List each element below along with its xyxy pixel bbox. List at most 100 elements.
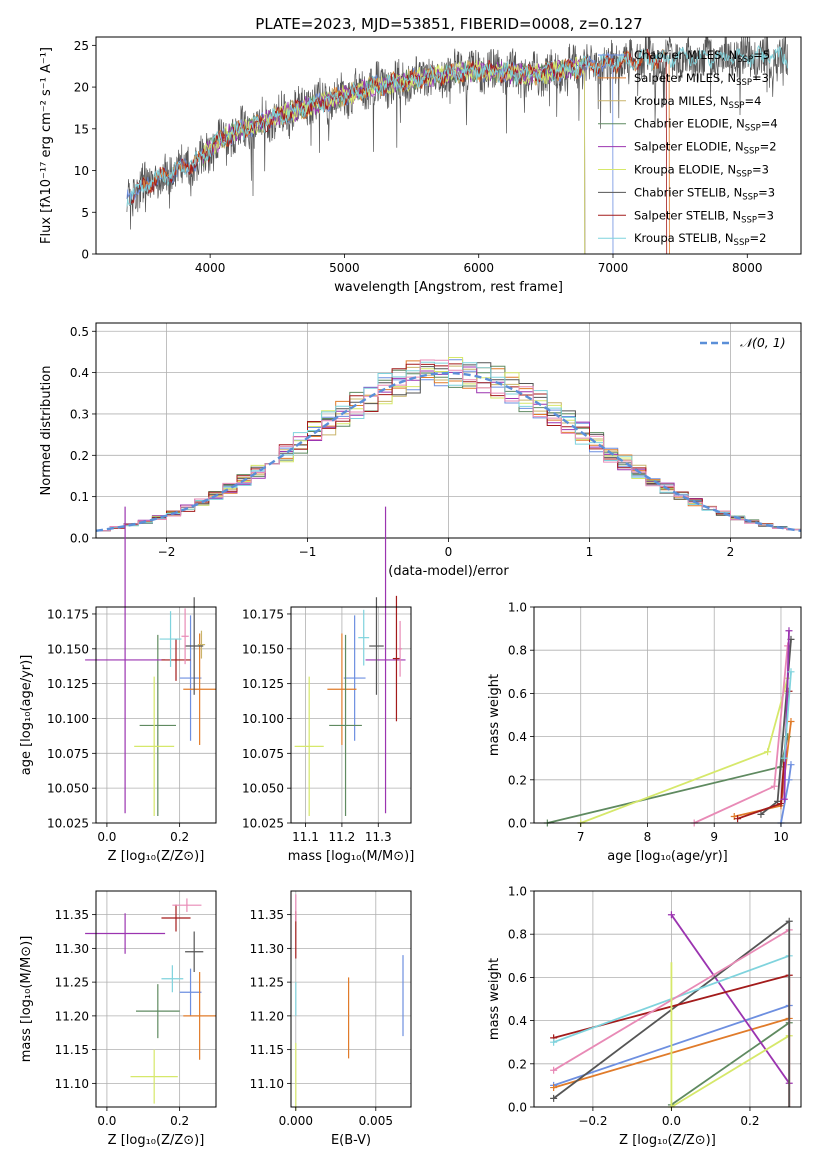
age_vs_mass-ytick-label: 10.050 — [242, 782, 284, 796]
residuals-ytick-label: 0.3 — [70, 407, 89, 421]
mass_vs_ebv-ytick-label: 11.30 — [250, 942, 284, 956]
weight_vs_Z-point-marker — [550, 1094, 558, 1102]
mass_vs_Z-ylabel: mass [log₁₀(M/M⊙)] — [19, 936, 34, 1063]
mass_vs_Z-ytick-label: 11.20 — [55, 1009, 89, 1023]
residuals-ytick-label: 0.5 — [70, 325, 89, 339]
age_vs_Z-panel: 0.0 0.2 10.025 10.050 10.075 10.100 10.125 10.1… — [19, 506, 217, 864]
weight_vs_age-point-marker — [770, 782, 778, 790]
residual-histogram — [96, 359, 801, 532]
spectrum-xtick-label: 5000 — [329, 261, 360, 275]
weight_vs_age-point-marker — [780, 754, 788, 762]
age_vs_Z-ytick-label: 10.025 — [47, 817, 89, 831]
residuals-xtick-label: 0 — [445, 545, 453, 559]
mass_vs_Z-xtick-label: 0.2 — [170, 1114, 189, 1128]
age_vs_mass-frame — [290, 606, 412, 824]
spectrum-legend-label: Kroupa ELODIE, NSSP=3 — [634, 163, 769, 180]
weight_vs_age-panel: 7 8 9 10 0.0 0.2 0.4 0.6 0.8 1.0 age [log₁₀(age/yr… — [487, 601, 802, 864]
weight_vs_Z-ytick-label: 0.2 — [508, 1057, 527, 1071]
spectrum-legend-label: Chabrier ELODIE, NSSP=4 — [634, 117, 778, 134]
weight_vs_Z-frame — [533, 890, 802, 1108]
age_vs_mass-ytick-label: 10.125 — [242, 677, 284, 691]
age_vs_mass-ytick-label: 10.100 — [242, 712, 284, 726]
weight_vs_Z-xtick-label: 0.0 — [662, 1114, 681, 1128]
residuals-plot-area — [95, 357, 802, 532]
mass_vs_ebv-ytick-label: 11.35 — [250, 908, 284, 922]
mass_vs_ebv-ytick-label: 11.10 — [250, 1077, 284, 1091]
residuals-xlabel: (data-model)/error — [388, 564, 509, 579]
weight_vs_age-point-marker — [764, 748, 772, 756]
weight_vs_age-series-line — [693, 645, 789, 824]
weight_vs_Z-xtick-label: 0.2 — [740, 1114, 759, 1128]
mass_vs_Z-frame — [95, 890, 217, 1108]
weight_vs_age-point-marker — [734, 815, 742, 823]
weight_vs_Z-plot-area — [550, 911, 793, 1111]
age_vs_Z-ytick-label: 10.175 — [47, 607, 89, 621]
weight_vs_age-ytick-label: 1.0 — [508, 601, 527, 615]
age_vs_Z-frame — [95, 606, 217, 824]
mass_vs_Z-panel: 0.0 0.2 11.10 11.15 11.20 11.25 11.30 11.35 Z [l… — [19, 890, 217, 1148]
age_vs_Z-plot-area — [85, 506, 216, 817]
residuals-legend-label: 𝒩(0, 1) — [740, 335, 786, 350]
spectrum-ytick-label: 25 — [74, 39, 89, 53]
spectrum-xtick-label: 7000 — [598, 261, 629, 275]
weight_vs_age-point-marker — [777, 800, 785, 808]
age_vs_mass-ytick-label: 10.150 — [242, 642, 284, 656]
mass_vs_Z-xtick-label: 0.0 — [97, 1114, 116, 1128]
mass_vs_ebv-ytick-label: 11.25 — [250, 976, 284, 990]
weight_vs_Z-ylabel: mass weight — [487, 958, 502, 1040]
age_vs_Z-ytick-label: 10.075 — [47, 747, 89, 761]
weight_vs_age-xtick-label: 8 — [644, 830, 652, 844]
age_vs_mass-panel: 11.1 11.2 11.3 10.025 10.050 10.075 10.100 10.1… — [242, 506, 415, 864]
weight_vs_age-plot-area — [543, 627, 795, 827]
weight_vs_age-ytick-label: 0.6 — [508, 687, 527, 701]
weight_vs_Z-panel: −0.2 0.0 0.2 0.0 0.2 0.4 0.6 0.8 1.0 Z [log₁₀(Z/Z… — [487, 885, 802, 1148]
spectrum-ytick-label: 5 — [81, 206, 89, 220]
weight_vs_age-series-line — [580, 678, 789, 824]
weight_vs_age-point-marker — [787, 668, 795, 676]
mass_vs_Z-ytick-label: 11.35 — [55, 908, 89, 922]
weight_vs_age-ytick-label: 0.2 — [508, 773, 527, 787]
weight_vs_Z-lines — [550, 911, 793, 1111]
weight_vs_age-ytick-label: 0.8 — [508, 644, 527, 658]
weight_vs_Z-ytick-label: 0.4 — [508, 1014, 527, 1028]
age_vs_mass-ytick-label: 10.075 — [242, 747, 284, 761]
weight_vs_Z-ytick-label: 0.0 — [508, 1101, 527, 1115]
spectrum-legend-label: Salpeter MILES, NSSP=3 — [634, 71, 769, 88]
spectrum-series-line — [203, 58, 586, 254]
age_vs_mass-errorbars — [294, 506, 406, 817]
weight_vs_Z-xtick-label: −0.2 — [578, 1114, 607, 1128]
age_vs_Z-ytick-label: 10.150 — [47, 642, 89, 656]
spectrum-panel: 4000 5000 6000 7000 8000 0 5 10 15 20 25 wavelength… — [39, 36, 802, 295]
spectrum-xtick-label: 8000 — [732, 261, 763, 275]
mass_vs_ebv-xlabel: E(B-V) — [331, 1133, 371, 1148]
weight_vs_age-xtick-label: 9 — [710, 830, 718, 844]
spectrum-ytick-label: 15 — [74, 122, 89, 136]
weight_vs_Z-point-marker — [550, 1038, 558, 1046]
weight_vs_age-point-marker — [757, 810, 765, 818]
spectrum-legend-label: Kroupa MILES, NSSP=4 — [634, 94, 761, 111]
weight_vs_age-ytick-label: 0.4 — [508, 730, 527, 744]
mass_vs_ebv-ytick-label: 11.15 — [250, 1043, 284, 1057]
weight_vs_Z-series-line — [670, 914, 790, 1084]
spectrum-plot-area — [126, 37, 788, 254]
residuals-xtick-label: 2 — [727, 545, 735, 559]
residuals-xtick-label: −1 — [299, 545, 317, 559]
mass_vs_Z-ytick-label: 11.10 — [55, 1077, 89, 1091]
spectrum-frame — [95, 36, 802, 255]
mass_vs_ebv-errorbars — [295, 894, 404, 1111]
weight_vs_age-point-marker — [785, 627, 793, 635]
weight_vs_age-xtick-label: 10 — [773, 830, 788, 844]
residuals-ytick-label: 0.2 — [70, 449, 89, 463]
age_vs_Z-xtick-label: 0.0 — [97, 830, 116, 844]
age_vs_mass-xlabel: mass [log₁₀(M/M⊙)] — [288, 849, 415, 864]
residuals-ytick-label: 0.0 — [70, 532, 89, 546]
weight_vs_age-ytick-label: 0.0 — [508, 817, 527, 831]
spectrum-ytick-label: 20 — [74, 81, 89, 95]
age_vs_mass-xtick-label: 11.2 — [329, 830, 356, 844]
age_vs_mass-ytick-label: 10.175 — [242, 607, 284, 621]
weight_vs_Z-point-marker — [667, 911, 675, 919]
plots-group: 4000 5000 6000 7000 80000510152025wavelength… — [19, 36, 802, 1148]
residuals-panel: −2 −1 0 1 2 0.0 0.1 0.2 0.3 0.4 0.5 (data-model)/er… — [39, 322, 802, 579]
weight_vs_age-point-marker — [787, 717, 795, 725]
